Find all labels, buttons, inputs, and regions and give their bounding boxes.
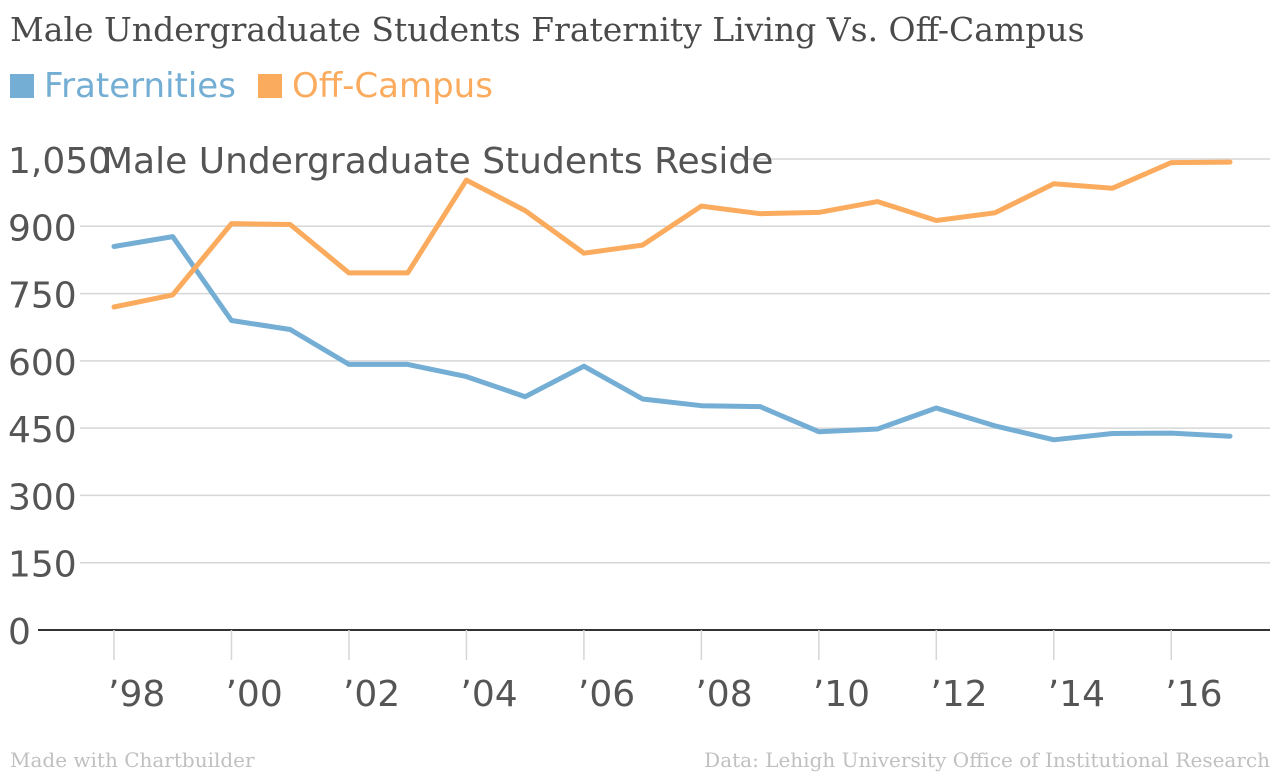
- x-tick-label: ’06: [578, 674, 635, 715]
- legend-label-off-campus: Off-Campus: [291, 66, 493, 106]
- x-tick-label: ’04: [460, 674, 517, 715]
- x-tick-label: ’02: [343, 674, 400, 715]
- chart-title: Male Undergraduate Students Fraternity L…: [10, 10, 1085, 49]
- y-tick-label: 0: [8, 612, 31, 653]
- legend-swatch-off-campus: [257, 74, 282, 98]
- y-tick-label: 450: [8, 410, 77, 451]
- series-line-off-campus: [111, 159, 1233, 310]
- footer-credit: Made with Chartbuilder: [10, 748, 255, 772]
- footer-source: Data: Lehigh University Office of Instit…: [704, 748, 1270, 772]
- x-tick-label: ’08: [695, 674, 752, 715]
- y-tick-label: 900: [8, 208, 77, 249]
- legend-label-fraternities: Fraternities: [44, 66, 236, 106]
- series-line-fraternities: [111, 234, 1233, 443]
- legend-item-off-campus: Off-Campus: [257, 66, 493, 106]
- y-tick-label: 750: [8, 276, 77, 317]
- y-top-tick-label: 1,050: [8, 141, 111, 182]
- x-tick-label: ’14: [1048, 674, 1105, 715]
- x-tick-label: ’16: [1165, 674, 1222, 715]
- y-tick-label: 300: [8, 477, 77, 518]
- legend-swatch-fraternities: [10, 74, 34, 98]
- x-tick-label: ’12: [930, 674, 987, 715]
- legend-item-fraternities: Fraternities: [10, 66, 236, 106]
- x-tick-label: ’00: [225, 674, 282, 715]
- x-tick-label: ’98: [108, 674, 165, 715]
- y-tick-label: 150: [8, 545, 77, 586]
- y-axis-title: Male Undergraduate Students Reside: [102, 141, 773, 182]
- y-tick-label: 600: [8, 343, 77, 384]
- x-tick-label: ’10: [813, 674, 870, 715]
- legend: Fraternities Off-Campus: [10, 66, 515, 106]
